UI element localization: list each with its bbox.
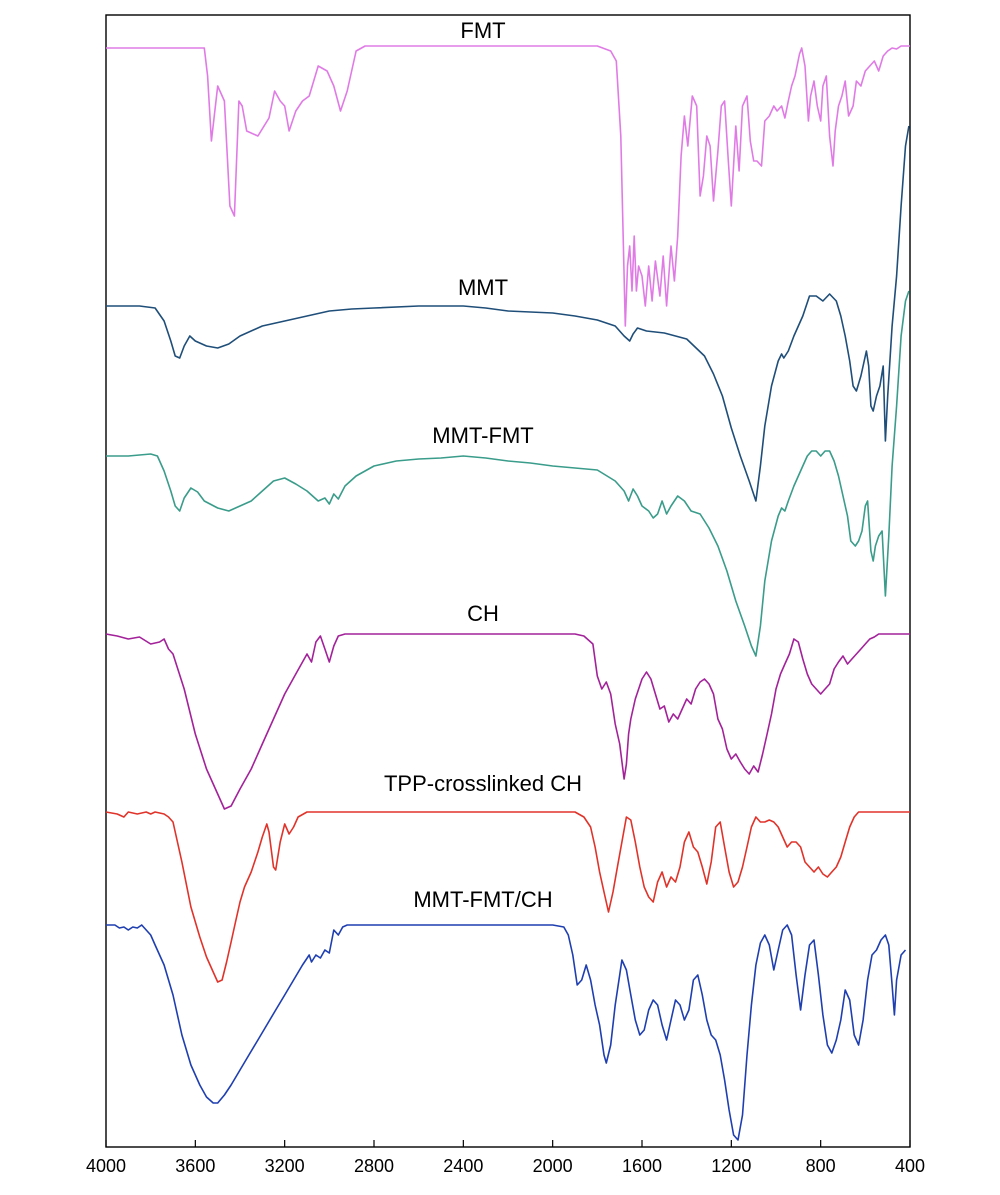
series-line-mmt-fmt (106, 290, 910, 657)
series-line-ch (105, 633, 910, 810)
x-axis: 4000 3600 3200 2800 2400 2000 1600 1200 800 400 (86, 1140, 925, 1176)
x-tick-label: 800 (806, 1156, 836, 1176)
plot-frame (105, 14, 911, 1148)
series-line-tpp-crosslinked-ch (105, 811, 910, 983)
series-label-mmt: MMT (458, 275, 508, 300)
x-tick-label: 2000 (533, 1156, 573, 1176)
x-tick-label: 3600 (175, 1156, 215, 1176)
x-tick-label: 4000 (86, 1156, 126, 1176)
x-tick-label: 3200 (265, 1156, 305, 1176)
series-layer (105, 45, 910, 1141)
series-label-mmt-fmt-ch: MMT-FMT/CH (413, 887, 552, 912)
series-line-fmt (106, 45, 910, 327)
series-label-fmt: FMT (460, 18, 505, 43)
x-tick-label: 2400 (443, 1156, 483, 1176)
series-label-ch: CH (467, 601, 499, 626)
series-label-mmt-fmt: MMT-FMT (432, 423, 533, 448)
series-line-mmt (106, 125, 910, 502)
series-line-mmt-fmt-ch (106, 924, 907, 1141)
x-tick-label: 2800 (354, 1156, 394, 1176)
x-tick-label: 400 (895, 1156, 925, 1176)
x-tick-label: 1200 (711, 1156, 751, 1176)
x-tick-label: 1600 (622, 1156, 662, 1176)
series-label-layer: FMT MMT MMT-FMT CH TPP-crosslinked CH MMT-FMT… (384, 18, 582, 912)
series-label-tpp-crosslinked-ch: TPP-crosslinked CH (384, 771, 582, 796)
